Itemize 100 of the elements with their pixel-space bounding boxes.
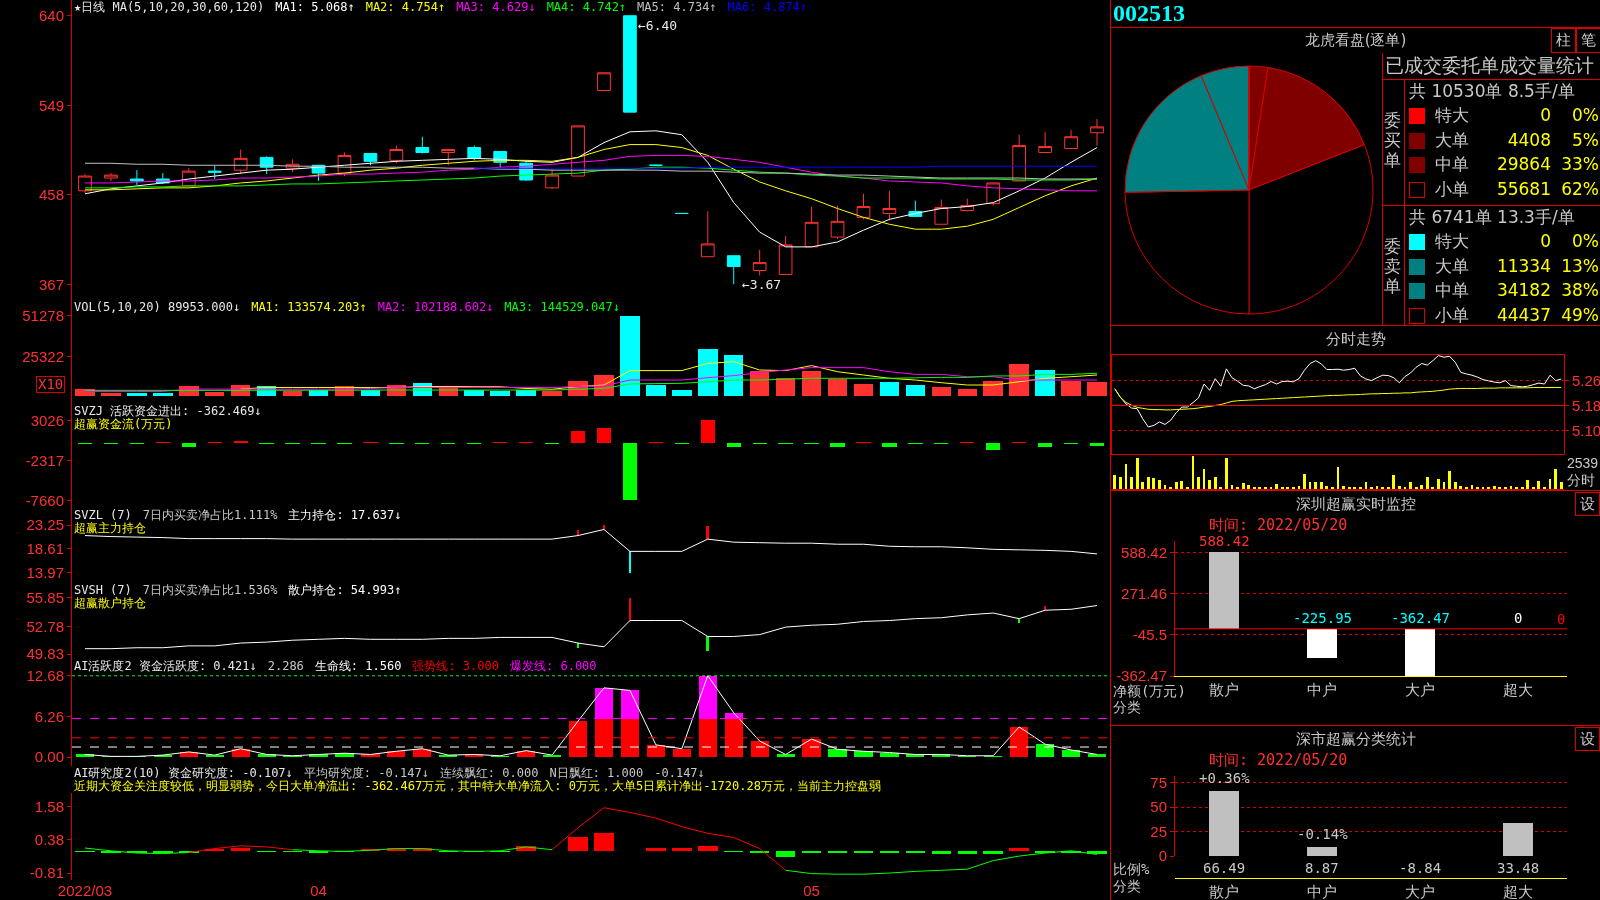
y-tick-label: 588.42	[1121, 543, 1167, 561]
legend-label: 大单	[1435, 129, 1469, 150]
text: 委卖单	[1384, 236, 1401, 296]
data-label: -225.95	[1293, 610, 1353, 626]
y-tick-label: 51278	[22, 306, 64, 324]
data-label: 588.42	[1199, 533, 1250, 549]
chart-title: SVSH (7)	[74, 583, 132, 597]
y-tick-label: -362.47	[1116, 667, 1167, 685]
legend-label: 小单	[1435, 178, 1469, 199]
text: 超赢主力持仓	[74, 521, 146, 535]
text: 0%	[1572, 231, 1599, 251]
y-tick-label: 1.58	[34, 797, 64, 815]
text: 超赢散户持仓	[74, 596, 146, 610]
data-label: 29864	[1496, 154, 1551, 174]
text: MA2: 4.754↑	[365, 0, 446, 14]
annotation: ←6.40	[638, 18, 678, 33]
y-tick-label: 13.97	[26, 563, 64, 581]
chart-subtitle: 近期大资金关注度较低，明显弱势，今日大单净流出: -362.467万元，其中特大单净流入: 0万元，大单5日累计净出-1720.28万元，当前主力控盘弱	[74, 779, 881, 793]
text: MA5: 4.734↑	[637, 0, 717, 14]
annotation: 7日内买卖净占比1.536%	[142, 583, 278, 597]
y-tick-label: 0	[1158, 847, 1167, 865]
text: MA1: 133574.203↑	[251, 300, 367, 314]
x-tick-label: 中户	[1307, 681, 1337, 698]
chart-title: SVZJ 活跃资金进出: -362.469↓	[74, 404, 262, 418]
ref-line-label: 强势线: 3.000	[412, 659, 499, 673]
legend-label: 特大	[1435, 231, 1469, 251]
y-tick-label: 12.68	[26, 667, 64, 685]
y-tick-label: 5.26	[1572, 371, 1600, 389]
annotation: 2.286	[267, 659, 304, 673]
chart-title: 龙虎看盘(逐单)	[1304, 31, 1407, 49]
y-tick-label: -2317	[25, 451, 64, 469]
ref-line-label: 爆发线: 6.000	[509, 659, 597, 673]
y-tick-label: 0.38	[34, 831, 64, 849]
chart-title: AI活跃度2 资金活跃度: 0.421↓	[74, 659, 257, 673]
chart-title: AI研究度2(10) 资金研究度: -0.107↓	[74, 766, 293, 780]
y-tick-label: 75	[1150, 774, 1167, 792]
text: 0	[1540, 105, 1551, 125]
y-tick-label: 3026	[30, 411, 64, 429]
y-tick-label: -7660	[25, 491, 64, 509]
y-tick-label: 18.61	[26, 540, 64, 558]
text: 62%	[1561, 178, 1599, 199]
x-tick-label: 散户	[1209, 681, 1239, 698]
y-tick-label: 549	[38, 96, 64, 114]
text: 33%	[1561, 154, 1599, 174]
data-label: 34182	[1496, 280, 1551, 300]
button: 设	[1575, 727, 1600, 751]
chart-title: ★日线 MA(5,10,20,30,60,120)	[74, 0, 265, 14]
text: MA6: 4.874↑	[727, 0, 808, 14]
text: 49%	[1561, 304, 1599, 325]
legend-label: 大单	[1435, 255, 1469, 276]
annotation: ←3.67	[742, 277, 782, 292]
annotation: -0.14%	[1297, 826, 1349, 842]
y-tick-label: 271.46	[1121, 584, 1167, 602]
label-frame: X10	[36, 376, 66, 393]
y-tick-label: -45.5	[1132, 626, 1167, 643]
y-tick-label: 23.25	[26, 516, 64, 534]
text: 0	[1540, 231, 1551, 251]
chart-title: SVZL (7)	[74, 508, 132, 522]
button: 柱	[1551, 28, 1576, 53]
x-tick-label: 05	[803, 882, 820, 899]
data-label: 8.87	[1305, 860, 1339, 876]
chart-title: 分时走势	[1325, 330, 1386, 348]
text: 超赢资金流(万元)	[74, 417, 173, 431]
text: 共 6741单 13.3手/单	[1409, 207, 1575, 227]
chart-title: 深圳超赢实时监控	[1295, 495, 1416, 513]
series-label: 主力持仓: 17.637↓	[288, 508, 402, 522]
text: 13%	[1561, 255, 1599, 276]
y-tick-label: 49.83	[26, 645, 64, 663]
text: 连续飘红: 0.000	[439, 766, 539, 780]
button: 设	[1575, 492, 1600, 516]
x-tick-label: 超大	[1503, 681, 1533, 698]
data-label: 66.49	[1203, 860, 1246, 876]
y-tick-label: 25322	[22, 347, 64, 365]
y-tick-label: -0.81	[29, 864, 64, 882]
y-tick-label: 52.78	[26, 617, 64, 635]
text: 共 10530单 8.5手/单	[1409, 81, 1575, 101]
data-label: 55681	[1496, 178, 1551, 199]
x-tick-label: 大户	[1405, 681, 1435, 698]
text: -0.147↓	[654, 766, 705, 780]
text: 分时	[1567, 472, 1595, 488]
y-tick-label: 458	[38, 186, 64, 203]
legend-label: 小单	[1435, 304, 1469, 325]
text: 平均研究度: -0.147↓	[303, 766, 429, 780]
x-tick-label: 2022/03	[57, 882, 113, 899]
legend-label: 中单	[1435, 154, 1469, 174]
text: 2539	[1567, 455, 1599, 471]
annotation: +0.36%	[1199, 770, 1251, 786]
y-tick-label: 25	[1150, 822, 1167, 840]
text: 已成交委托单成交量统计	[1385, 54, 1594, 76]
x-tick-label: 中户	[1307, 883, 1337, 900]
text: -8.84	[1399, 860, 1442, 876]
y-tick-label: 367	[38, 275, 64, 293]
x-tick-label: 散户	[1209, 883, 1239, 900]
y-tick-label: 640	[38, 6, 64, 24]
x-axis-title: 分类	[1113, 878, 1141, 894]
chart-subtitle: 时间: 2022/05/20	[1209, 751, 1348, 769]
text: 散户持仓: 54.993↑	[288, 583, 402, 597]
y-tick-label: 6.26	[34, 708, 64, 726]
data-label: 11334	[1496, 255, 1551, 276]
text: MA2: 102188.602↓	[377, 300, 494, 314]
